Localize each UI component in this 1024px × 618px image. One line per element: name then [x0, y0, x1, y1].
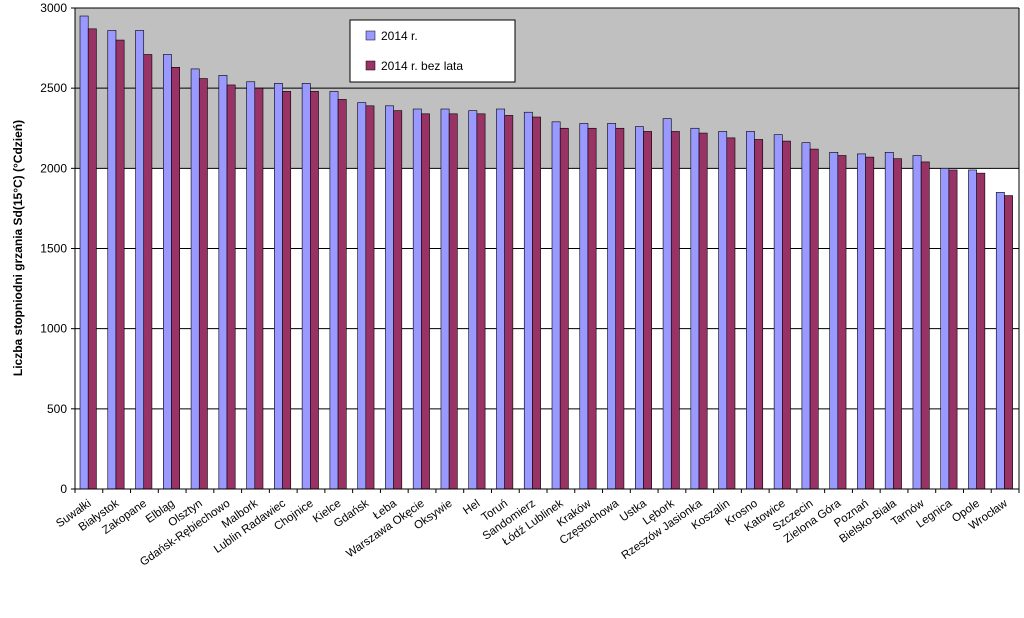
- bar-2-24: [726, 137, 736, 490]
- bar-2-26: [782, 140, 791, 490]
- bar-2-12: [393, 110, 403, 490]
- bar-2-23: [698, 132, 708, 490]
- bar-1-33: [968, 169, 977, 490]
- bar-2-17: [532, 116, 541, 490]
- bar-1-9: [301, 83, 311, 490]
- bar-1-6: [218, 75, 228, 490]
- bar-2-1: [87, 28, 97, 490]
- bar-1-24: [718, 131, 728, 490]
- bar-2-20: [615, 127, 625, 490]
- bar-1-11: [357, 102, 367, 490]
- bar-2-18: [559, 127, 569, 490]
- bar-2-30: [893, 158, 902, 490]
- bar-1-14: [440, 108, 450, 490]
- legend-label-series-2: 2014 r. bez lata: [381, 59, 463, 73]
- bar-2-29: [865, 156, 875, 490]
- y-tick-label: 2000: [40, 161, 67, 175]
- y-axis-label: Liczba stopniodni grzania Sd(15°C) (°Cdz…: [11, 120, 25, 376]
- bar-2-28: [837, 155, 847, 490]
- bar-1-1: [79, 15, 89, 490]
- y-tick-label: 0: [60, 482, 67, 496]
- bar-1-13: [412, 108, 422, 490]
- bar-1-4: [162, 54, 172, 490]
- bar-1-23: [690, 127, 700, 490]
- bar-1-18: [551, 121, 561, 490]
- bar-2-10: [337, 99, 347, 490]
- y-tick-labels: 0 500 1000 1500 2000 2500 3000: [40, 1, 67, 496]
- bar-1-15: [468, 110, 478, 490]
- bar-1-25: [746, 131, 755, 490]
- bar-2-14: [448, 113, 458, 490]
- bar-1-31: [912, 155, 922, 490]
- bar-1-32: [940, 168, 950, 490]
- bar-1-7: [246, 81, 256, 490]
- bar-2-31: [920, 161, 930, 490]
- bar-1-34: [995, 192, 1005, 490]
- bar-2-16: [504, 115, 514, 490]
- bar-1-10: [329, 91, 339, 490]
- bar-2-7: [254, 87, 264, 490]
- bar-1-2: [107, 30, 117, 490]
- axes: [71, 7, 1020, 493]
- bar-2-5: [198, 78, 208, 490]
- bar-2-11: [365, 105, 375, 490]
- bar-2-8: [282, 91, 292, 490]
- bar-1-28: [829, 152, 839, 490]
- bar-2-4: [171, 67, 180, 490]
- bar-2-15: [476, 113, 486, 490]
- bar-1-22: [662, 118, 672, 490]
- y-tick-label: 1500: [40, 242, 67, 256]
- bar-1-21: [634, 126, 644, 490]
- bar-2-32: [948, 169, 958, 490]
- bar-1-5: [190, 68, 200, 490]
- bar-1-19: [579, 123, 589, 490]
- bar-2-2: [115, 39, 125, 490]
- bar-1-20: [607, 123, 617, 490]
- bar-1-16: [496, 108, 505, 490]
- bar-1-3: [135, 30, 145, 490]
- bar-2-9: [310, 91, 319, 490]
- bar-1-17: [523, 111, 533, 490]
- y-tick-label: 2500: [40, 81, 67, 95]
- bar-2-34: [1004, 195, 1013, 490]
- legend-swatch-series-1: [365, 30, 376, 41]
- y-tick-label: 1000: [40, 322, 67, 336]
- bar-1-30: [884, 152, 894, 490]
- legend: 2014 r. 2014 r. bez lata: [349, 19, 516, 83]
- bar-1-8: [274, 83, 283, 490]
- bar-2-3: [143, 54, 153, 490]
- bar-2-22: [670, 131, 680, 490]
- bar-2-27: [809, 148, 819, 490]
- bar-2-33: [976, 172, 986, 490]
- bar-2-6: [226, 84, 236, 490]
- bar-1-27: [801, 142, 811, 490]
- bar-2-13: [421, 113, 430, 490]
- bar-2-19: [587, 127, 597, 490]
- bar-2-21: [643, 131, 652, 490]
- bar-1-26: [773, 134, 783, 490]
- bar-1-12: [385, 105, 394, 490]
- y-tick-label: 3000: [40, 1, 67, 15]
- legend-box: [349, 19, 516, 83]
- bar-2-25: [754, 139, 764, 490]
- legend-swatch-series-2: [365, 60, 376, 71]
- y-tick-label: 500: [47, 402, 67, 416]
- bar-1-29: [857, 153, 866, 490]
- legend-label-series-1: 2014 r.: [381, 29, 418, 43]
- x-tick-labels: SuwałkiBiałystokZakopaneElblągOlsztynGda…: [54, 497, 1010, 568]
- bars: [79, 15, 1013, 490]
